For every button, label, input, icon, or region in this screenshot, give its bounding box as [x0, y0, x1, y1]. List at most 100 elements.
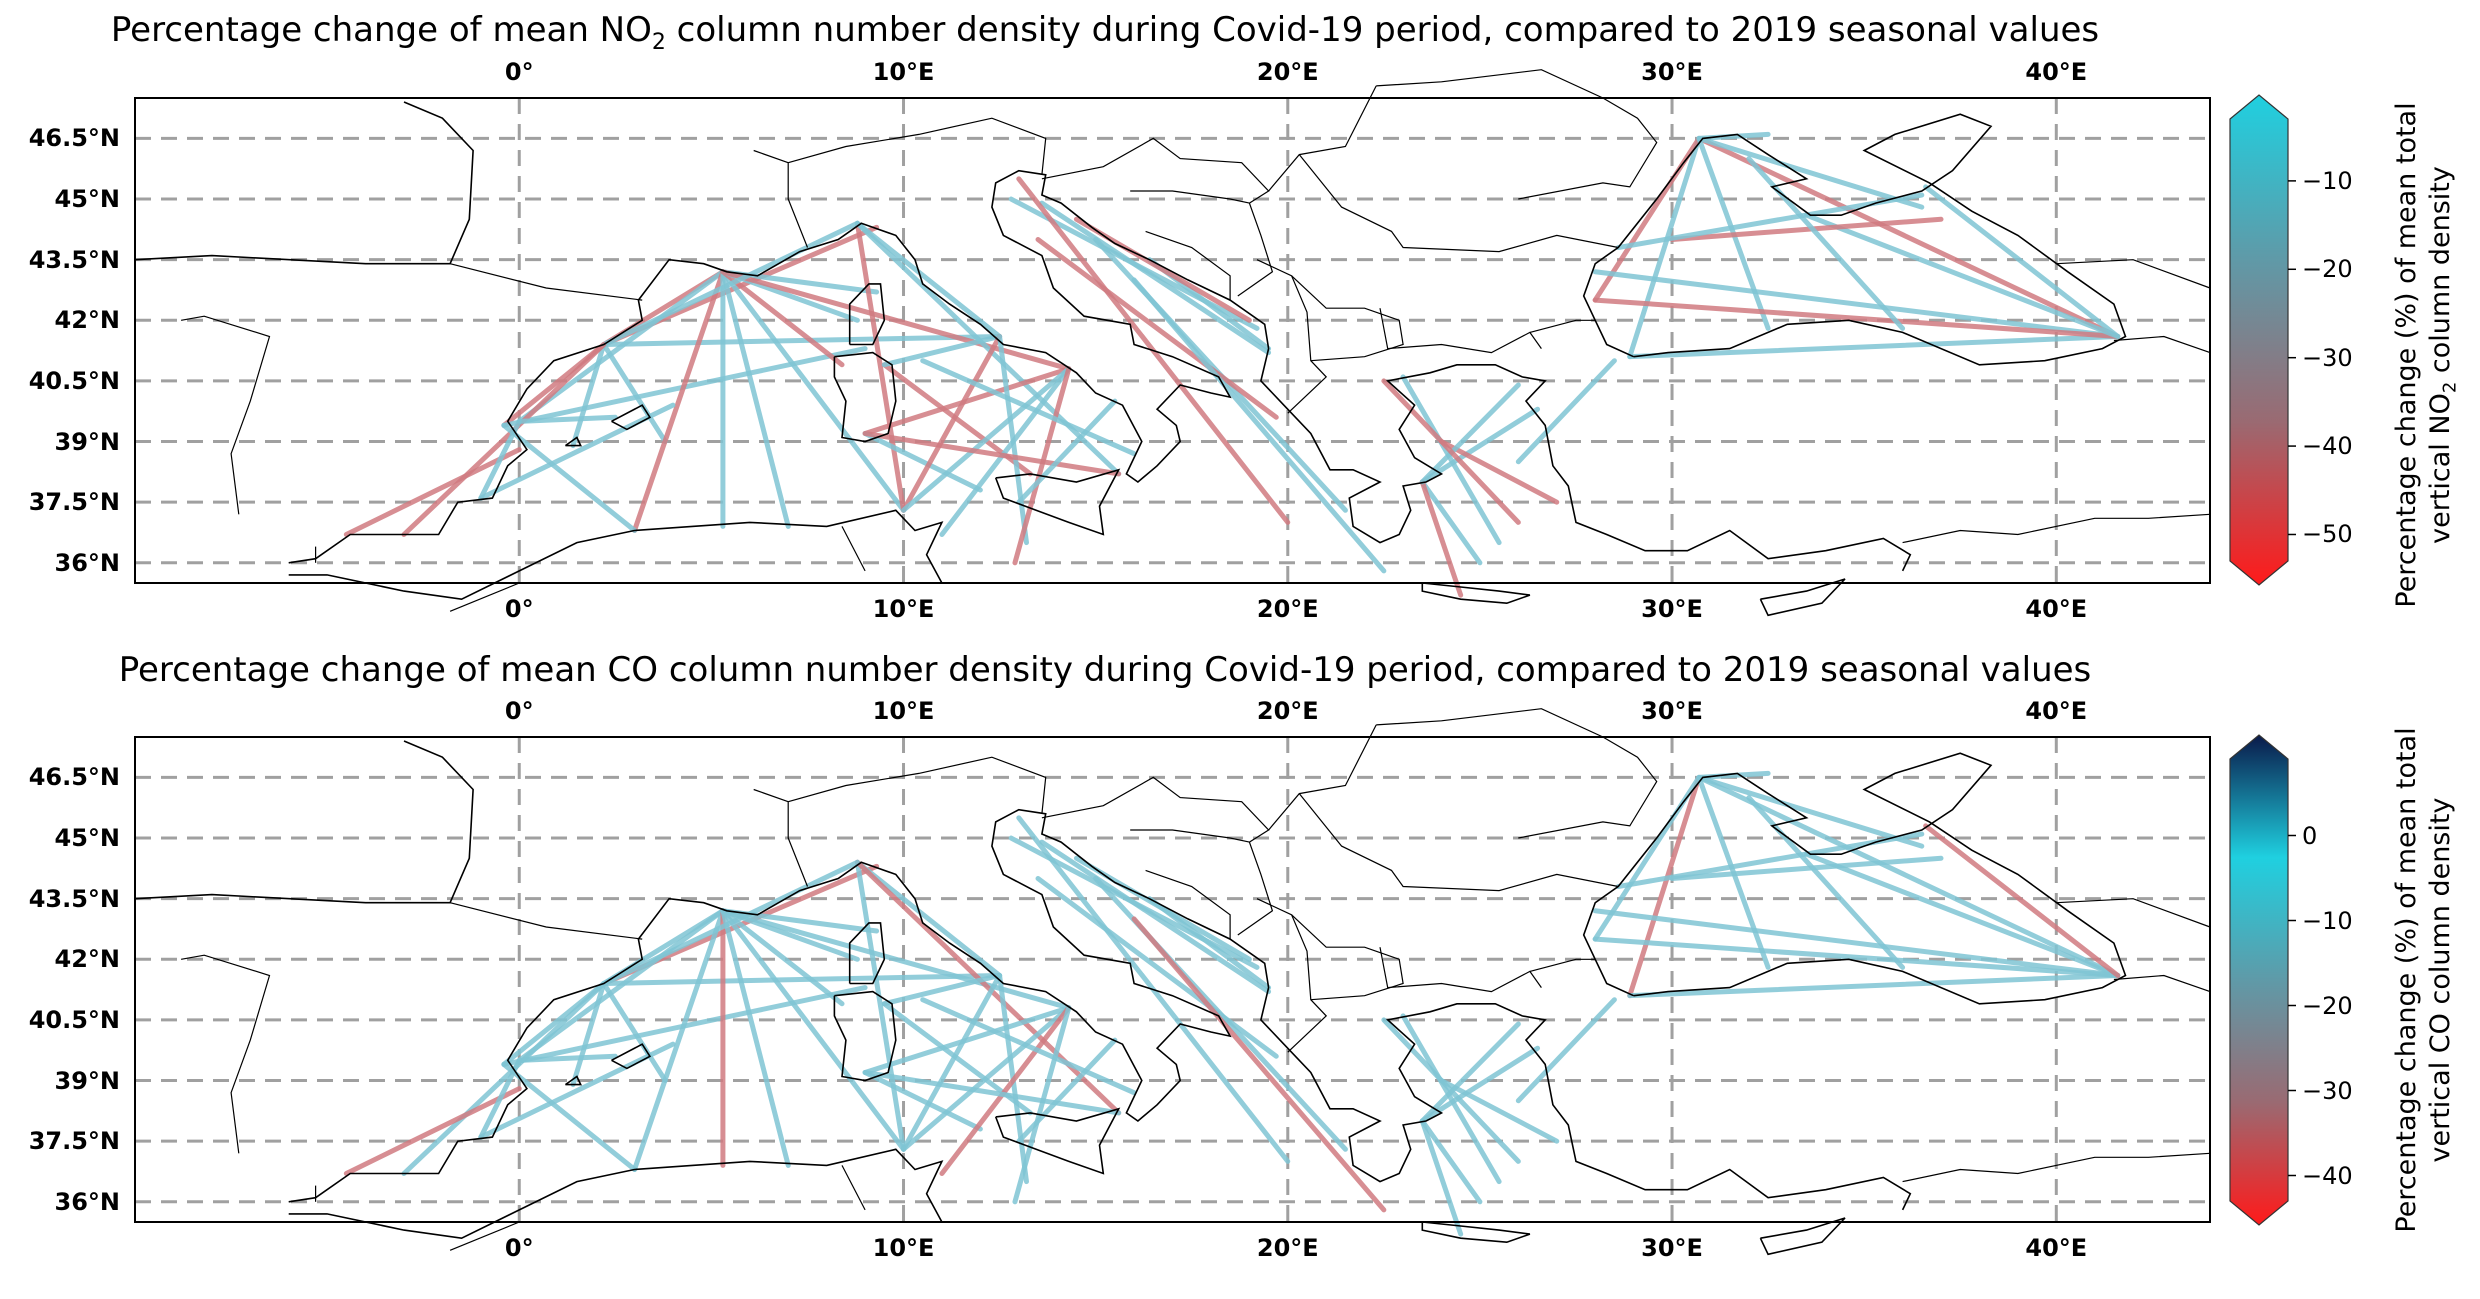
country-border: [449, 1221, 520, 1251]
ship-track: [478, 418, 522, 501]
lat-tick: 40.5°N: [28, 1005, 120, 1034]
ship-track: [1039, 839, 1272, 995]
ship-track: [601, 972, 1003, 987]
lat-tick: 39°N: [54, 1066, 120, 1095]
lon-tick-bottom: 30°E: [1641, 595, 1703, 623]
lon-tick-bottom: 0°: [504, 1234, 534, 1262]
ship-track: [1923, 823, 2121, 978]
lat-tick: 46.5°N: [28, 763, 120, 792]
country-border: [1379, 947, 1542, 993]
ship-track: [632, 269, 726, 533]
ship-track: [1035, 236, 1279, 420]
ship-track: [862, 430, 1122, 477]
country-border: [1268, 724, 1377, 831]
colorbar-gradient: [2229, 94, 2289, 586]
lat-tick: 42°N: [54, 306, 120, 335]
coastline: [288, 509, 944, 601]
lat-tick: 43.5°N: [28, 884, 120, 913]
ship-track: [516, 1053, 618, 1063]
ship-track: [1592, 908, 2121, 978]
country-border: [1256, 898, 1328, 1053]
coastline: [1582, 752, 2127, 1005]
ship-track: [1592, 269, 2121, 339]
country-border: [1130, 190, 1250, 204]
ship-track: [1381, 378, 1521, 525]
ship-track: [516, 269, 726, 424]
colorbar-tick-label: −30: [2302, 1076, 2353, 1105]
colorbar-tick-label: −20: [2302, 255, 2353, 284]
lat-tick: 36°N: [54, 548, 120, 577]
ship-track: [1515, 997, 1617, 1104]
ship-track: [401, 342, 607, 537]
ship-track: [601, 859, 860, 987]
ship-track: [720, 269, 845, 368]
ship-track: [1627, 774, 1702, 999]
ship-track: [720, 908, 1072, 1011]
coastline: [1582, 113, 2127, 366]
ship-track: [401, 981, 607, 1176]
coastline: [848, 922, 886, 985]
lon-tick-top: 10°E: [872, 697, 935, 725]
country-border: [1902, 513, 2211, 544]
country-border: [1268, 85, 1377, 192]
ship-track: [720, 269, 1072, 372]
ship-track: [1400, 1013, 1502, 1185]
lat-tick: 37.5°N: [28, 488, 120, 517]
ship-track: [601, 342, 668, 445]
colorbar-tick-label: −50: [2302, 520, 2353, 549]
country-border: [1902, 1152, 2211, 1183]
colorbar-tick-label: −20: [2302, 991, 2353, 1020]
coastline: [994, 468, 1121, 536]
coastline: [564, 436, 582, 447]
coastlines: [134, 740, 2127, 1256]
gridlines: [135, 737, 2210, 1222]
ship-track: [939, 366, 1072, 537]
lat-tick: 39°N: [54, 427, 120, 456]
lon-tick-top: 40°E: [2025, 697, 2088, 725]
lon-tick-top: 40°E: [2025, 58, 2088, 86]
lon-tick-top: 0°: [504, 697, 534, 725]
country-border: [1376, 69, 1658, 200]
coastline: [1421, 582, 1531, 605]
colorbar-tick-label: −10: [2302, 906, 2353, 935]
lon-tick-bottom: 40°E: [2025, 595, 2088, 623]
lon-tick-bottom: 30°E: [1641, 1234, 1703, 1262]
country-border: [1041, 137, 1274, 297]
coastline: [134, 101, 474, 265]
ship-track: [501, 422, 638, 533]
ship-track: [501, 1061, 638, 1172]
ship-track: [1923, 184, 2121, 339]
coastline: [564, 1075, 582, 1086]
co-map-canvas: [134, 708, 2211, 1256]
ship-track: [1696, 135, 2121, 339]
co-colorbar: [2229, 734, 2296, 1226]
co-map-panel: Percentage change of mean CO column numb…: [0, 640, 2480, 1299]
country-borders: [180, 69, 2211, 612]
lat-tick: 43.5°N: [28, 245, 120, 274]
country-border: [1256, 259, 1328, 414]
colorbar-gradient: [2229, 734, 2289, 1226]
ship-track: [920, 358, 1137, 457]
colorbar-tick-label: −10: [2302, 166, 2353, 195]
country-border: [1298, 154, 1619, 253]
ship-tracks: [343, 131, 2121, 598]
ship-track: [1381, 1017, 1521, 1164]
ship-track: [1131, 916, 1387, 1213]
no2-colorbar: [2229, 94, 2296, 586]
ship-track: [1419, 406, 1541, 485]
coastline: [1759, 1217, 1846, 1256]
coastline: [833, 990, 897, 1082]
coastline: [994, 1107, 1121, 1175]
colorbar-tick-label: −40: [2302, 432, 2353, 461]
ship-track: [854, 220, 1003, 339]
ship-track: [720, 908, 907, 1152]
ship-track: [862, 366, 1072, 436]
ship-track: [1016, 398, 1118, 505]
ship-track: [1627, 333, 2121, 360]
country-border: [449, 902, 643, 940]
country-border: [1291, 914, 1404, 1001]
country-border: [449, 263, 643, 301]
ship-track: [1438, 439, 1560, 505]
ship-track: [1438, 1078, 1560, 1144]
ship-track: [1669, 855, 1944, 881]
